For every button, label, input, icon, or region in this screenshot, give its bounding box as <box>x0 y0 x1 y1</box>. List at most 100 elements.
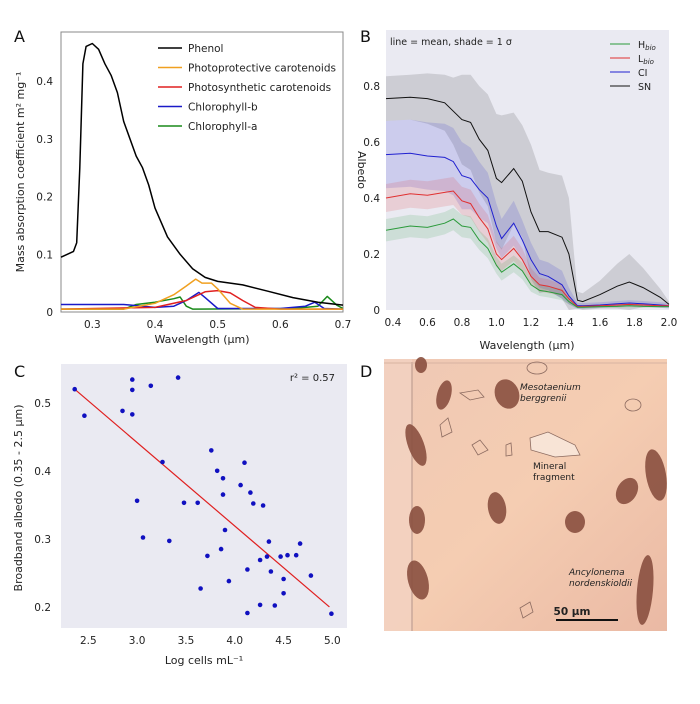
legend-label: Photosynthetic carotenoids <box>188 82 331 94</box>
mean-line-sn <box>385 96 670 305</box>
y-axis-label: Mass absorption coefficient m² mg⁻¹ <box>14 72 27 273</box>
sigma-band-sn <box>386 73 669 311</box>
scatter-point <box>220 476 226 481</box>
mean-line-hbio <box>385 218 669 308</box>
x-tick-label: 0.5 <box>209 319 226 331</box>
panel-a-absorption-chart: A 0.3 0.4 0.5 0.6 0.7 0 0.1 0.2 0.3 0.4 Phenol Phot… <box>14 27 351 346</box>
y-tick-label: 0.8 <box>363 81 380 93</box>
scatter-point <box>130 387 135 393</box>
regression-line <box>74 388 330 608</box>
label-ancylonema: Ancylonema <box>568 568 625 578</box>
x-axis-label: Wavelength (μm) <box>154 333 249 346</box>
scatter-point <box>175 375 181 380</box>
legend-label: SN <box>638 82 651 93</box>
y-tick-label: 0.6 <box>363 137 380 149</box>
scatter-point <box>226 578 232 584</box>
x-axis-label: Wavelength (μm) <box>479 339 574 352</box>
panel-label-c: C <box>14 362 25 381</box>
legend-label: Photoprotective carotenoids <box>188 63 336 75</box>
label-nordenskioldii: nordenskioldii <box>569 579 632 589</box>
x-tick-label: 0.6 <box>272 319 289 331</box>
scatter-point <box>297 541 303 546</box>
scatter-point <box>264 554 270 559</box>
legend-label-sub: bio <box>643 58 654 66</box>
x-tick-label: 3.5 <box>178 635 195 647</box>
x-tick-label: 0.7 <box>335 319 352 331</box>
x-tick-label: 0.6 <box>419 317 436 329</box>
y-tick-label: 0.4 <box>363 193 380 205</box>
scatter-point <box>278 554 283 559</box>
legend-label-main: H <box>638 40 645 51</box>
panel-label-a: A <box>14 27 25 46</box>
annotation: line = mean, shade = 1 σ <box>390 37 512 48</box>
micrograph-image <box>384 357 667 631</box>
scatter-point <box>167 538 172 544</box>
scatter-point <box>148 383 154 389</box>
x-tick-label: 5.0 <box>324 635 341 647</box>
x-tick-label: 1.2 <box>523 317 540 329</box>
legend-label: Hbio <box>638 40 656 52</box>
scatter-point <box>248 490 253 495</box>
y-tick-label: 0.2 <box>36 192 53 204</box>
label-berggrenii: berggrenii <box>520 394 567 404</box>
scatter-point <box>308 573 314 578</box>
sigma-band-lbio <box>386 177 669 308</box>
x-tick-label: 1.4 <box>557 317 574 329</box>
algae-cells <box>405 357 667 625</box>
x-tick-label: 1.8 <box>626 317 643 329</box>
scatter-point <box>251 501 256 506</box>
scatter-point <box>281 576 286 582</box>
y-tick-label: 0.1 <box>36 249 53 261</box>
scatter-point <box>214 468 220 474</box>
y-tick-label: 0.4 <box>34 466 51 478</box>
scatter-point <box>205 553 210 559</box>
x-tick-label: 2.0 <box>661 317 678 329</box>
x-tick-label: 2.5 <box>80 635 97 647</box>
scatter-point <box>198 586 203 591</box>
scatter-point <box>160 459 165 465</box>
x-tick-label: 4.5 <box>275 635 292 647</box>
x-tick-label: 0.3 <box>84 319 101 331</box>
panel-label-b: B <box>360 27 371 46</box>
scatter-point <box>220 492 226 497</box>
scatter-point <box>218 546 224 552</box>
sigma-band-hbio <box>386 207 669 309</box>
scatter-point <box>245 610 250 616</box>
panel-d-micrograph: D <box>360 357 667 631</box>
x-tick-label: 4.0 <box>226 635 243 647</box>
legend-label-main: L <box>638 54 644 65</box>
series-line-photosynthetic-carotenoids <box>60 289 343 310</box>
series-line-photoprotective-carotenoids <box>61 278 343 310</box>
x-tick-label: 0.8 <box>454 317 471 329</box>
panel-label-d: D <box>360 362 372 381</box>
series-line-phenol <box>60 42 344 306</box>
scatter-point <box>134 498 140 504</box>
label-mesotaenium: Mesotaenium <box>520 383 581 393</box>
scatter-point <box>120 408 125 414</box>
legend-label: Phenol <box>188 43 223 55</box>
scatter-point <box>238 482 243 488</box>
legend-label: CI <box>638 68 647 79</box>
scatter-point <box>140 535 146 540</box>
mean-line-ci <box>385 152 670 307</box>
scatter-point <box>257 602 263 608</box>
scatter-point <box>242 460 247 466</box>
y-tick-label: 0.2 <box>34 602 51 614</box>
scatter-point <box>82 413 87 419</box>
scatter-point <box>281 591 286 596</box>
scatter-point <box>260 503 266 508</box>
label-mineral: Mineral <box>533 462 566 472</box>
scatter-point <box>209 448 214 453</box>
scatter-point <box>257 557 263 563</box>
scatter-point <box>130 377 135 382</box>
scatter-point <box>285 552 290 558</box>
scatter-point <box>195 500 200 506</box>
plot-area <box>386 30 669 310</box>
y-tick-label: 0 <box>373 305 380 317</box>
legend-label: Chlorophyll-a <box>188 121 257 133</box>
scatter-point <box>222 527 228 533</box>
plot-area <box>60 31 344 313</box>
y-axis-label: Albedo <box>355 151 368 189</box>
x-axis-label: Log cells mL⁻¹ <box>165 654 243 667</box>
